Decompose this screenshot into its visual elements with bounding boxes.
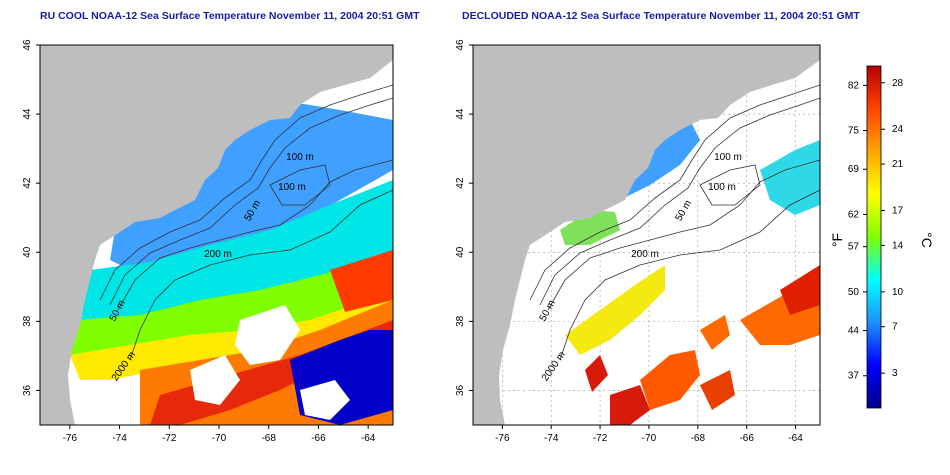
land-mass xyxy=(40,45,393,425)
fahrenheit-tick-label: 69 xyxy=(848,164,860,175)
left-map-frame xyxy=(39,44,394,426)
x-tick-label: -70 xyxy=(642,433,657,444)
y-tick-label: 44 xyxy=(455,108,466,120)
sst-orange-south xyxy=(640,350,700,410)
y-tick-label: 42 xyxy=(455,177,466,189)
x-tick-label: -76 xyxy=(63,433,78,444)
x-tick-label: -66 xyxy=(739,433,754,444)
bathymetry-contours xyxy=(99,84,393,361)
left-map-panel: -76 -74 -72 -70 -68 -66 -64 36 38 40 42 44 46 100 m… xyxy=(22,39,394,444)
y-tick-label: 38 xyxy=(22,315,33,327)
x-tick-label: -74 xyxy=(544,433,559,444)
y-tick-label: 36 xyxy=(455,384,466,396)
celsius-tick-label: 10 xyxy=(892,287,904,298)
x-tick-label: -64 xyxy=(788,433,803,444)
y-tick-label: 44 xyxy=(22,108,33,120)
contour-100m xyxy=(109,97,393,306)
contour-50m xyxy=(529,84,820,301)
x-tick-label: -66 xyxy=(311,433,326,444)
sst-cyan-band xyxy=(80,180,393,330)
sst-warm-core xyxy=(330,250,393,312)
right-map-panel: -76 -74 -72 -70 -68 -66 -64 36 38 40 42 44 46 100 m… xyxy=(455,39,821,444)
sst-green-patch xyxy=(560,210,620,245)
sst-cyan-patch-east xyxy=(760,140,820,215)
contour-2000m xyxy=(559,189,820,361)
right-y-axis-ticks: 36 38 40 42 44 46 xyxy=(455,39,473,396)
land-mass xyxy=(473,45,820,425)
celsius-tick-label: 28 xyxy=(892,78,904,89)
celsius-unit-label: °C xyxy=(919,232,935,248)
fahrenheit-tick-label: 62 xyxy=(848,209,860,220)
y-tick-label: 46 xyxy=(455,39,466,51)
x-tick-label: -72 xyxy=(162,433,177,444)
right-map-title: DECLOUDED NOAA-12 Sea Surface Temperatur… xyxy=(462,10,860,22)
celsius-ticks: 28 24 21 17 14 10 7 3 xyxy=(881,78,904,379)
celsius-tick-label: 24 xyxy=(892,124,904,135)
fahrenheit-ticks: 82 75 69 62 57 50 44 37 xyxy=(848,80,867,382)
contour-2000m xyxy=(129,189,393,361)
left-x-axis-ticks: -76 -74 -72 -70 -68 -66 -64 xyxy=(63,425,376,444)
celsius-tick-label: 3 xyxy=(892,368,898,379)
sst-orange-midsouth xyxy=(700,315,730,350)
left-map-title: RU COOL NOAA-12 Sea Surface Temperature … xyxy=(40,10,420,22)
x-tick-label: -76 xyxy=(495,433,510,444)
contour-label: 100 m xyxy=(714,152,742,163)
sst-red-core-east xyxy=(780,265,820,315)
celsius-tick-label: 7 xyxy=(892,322,898,333)
cloud-cover-east xyxy=(300,380,350,420)
contour-label: 100 m xyxy=(278,182,306,193)
right-map-frame xyxy=(472,44,821,426)
contour-label: 200 m xyxy=(631,249,659,260)
sst-red-west xyxy=(585,355,608,392)
contour-bank xyxy=(269,164,331,206)
contour-50m xyxy=(99,84,393,301)
y-tick-label: 40 xyxy=(22,246,33,258)
fahrenheit-tick-label: 50 xyxy=(848,287,860,298)
contour-bank xyxy=(699,164,761,206)
colorbar-scale xyxy=(866,65,882,409)
contour-label: 100 m xyxy=(708,182,736,193)
contour-100m xyxy=(539,97,820,306)
fahrenheit-tick-label: 75 xyxy=(848,126,860,137)
fahrenheit-tick-label: 57 xyxy=(848,242,860,253)
contour-200m xyxy=(547,159,820,311)
celsius-tick-label: 14 xyxy=(892,240,904,251)
x-tick-label: -70 xyxy=(212,433,227,444)
celsius-tick-label: 21 xyxy=(892,159,904,170)
x-tick-label: -64 xyxy=(361,433,376,444)
y-tick-label: 40 xyxy=(455,246,466,258)
fahrenheit-tick-label: 82 xyxy=(848,80,860,91)
fahrenheit-tick-label: 37 xyxy=(848,371,860,382)
y-tick-label: 46 xyxy=(22,39,33,51)
sst-yellow-patch xyxy=(565,265,665,355)
x-tick-label: -74 xyxy=(112,433,127,444)
x-tick-label: -68 xyxy=(261,433,276,444)
fahrenheit-unit-label: °F xyxy=(829,233,845,247)
bathymetry-contours xyxy=(529,84,820,361)
right-x-axis-ticks: -76 -74 -72 -70 -68 -66 -64 xyxy=(495,425,803,444)
sst-red-south xyxy=(610,385,650,425)
y-tick-label: 42 xyxy=(22,177,33,189)
cloud-cover-middle xyxy=(235,305,300,365)
x-tick-label: -72 xyxy=(593,433,608,444)
sst-red-patch-mid xyxy=(700,370,735,410)
contour-200m xyxy=(117,159,393,311)
y-tick-label: 36 xyxy=(22,384,33,396)
contour-label: 100 m xyxy=(286,152,314,163)
sst-blue-band-north xyxy=(110,100,393,275)
y-tick-label: 38 xyxy=(455,315,466,327)
x-tick-label: -68 xyxy=(691,433,706,444)
cloud-cover-south xyxy=(190,355,240,405)
celsius-tick-label: 17 xyxy=(892,206,904,217)
fahrenheit-tick-label: 44 xyxy=(848,326,860,337)
sst-yellow-band xyxy=(70,292,393,380)
temperature-colorbar: 82 75 69 62 57 50 44 37 28 24 21 17 14 10 7 3 °F °C xyxy=(829,65,935,409)
sst-green-band xyxy=(70,255,393,360)
left-y-axis-ticks: 36 38 40 42 44 46 xyxy=(22,39,40,396)
contour-label: 200 m xyxy=(204,249,232,260)
